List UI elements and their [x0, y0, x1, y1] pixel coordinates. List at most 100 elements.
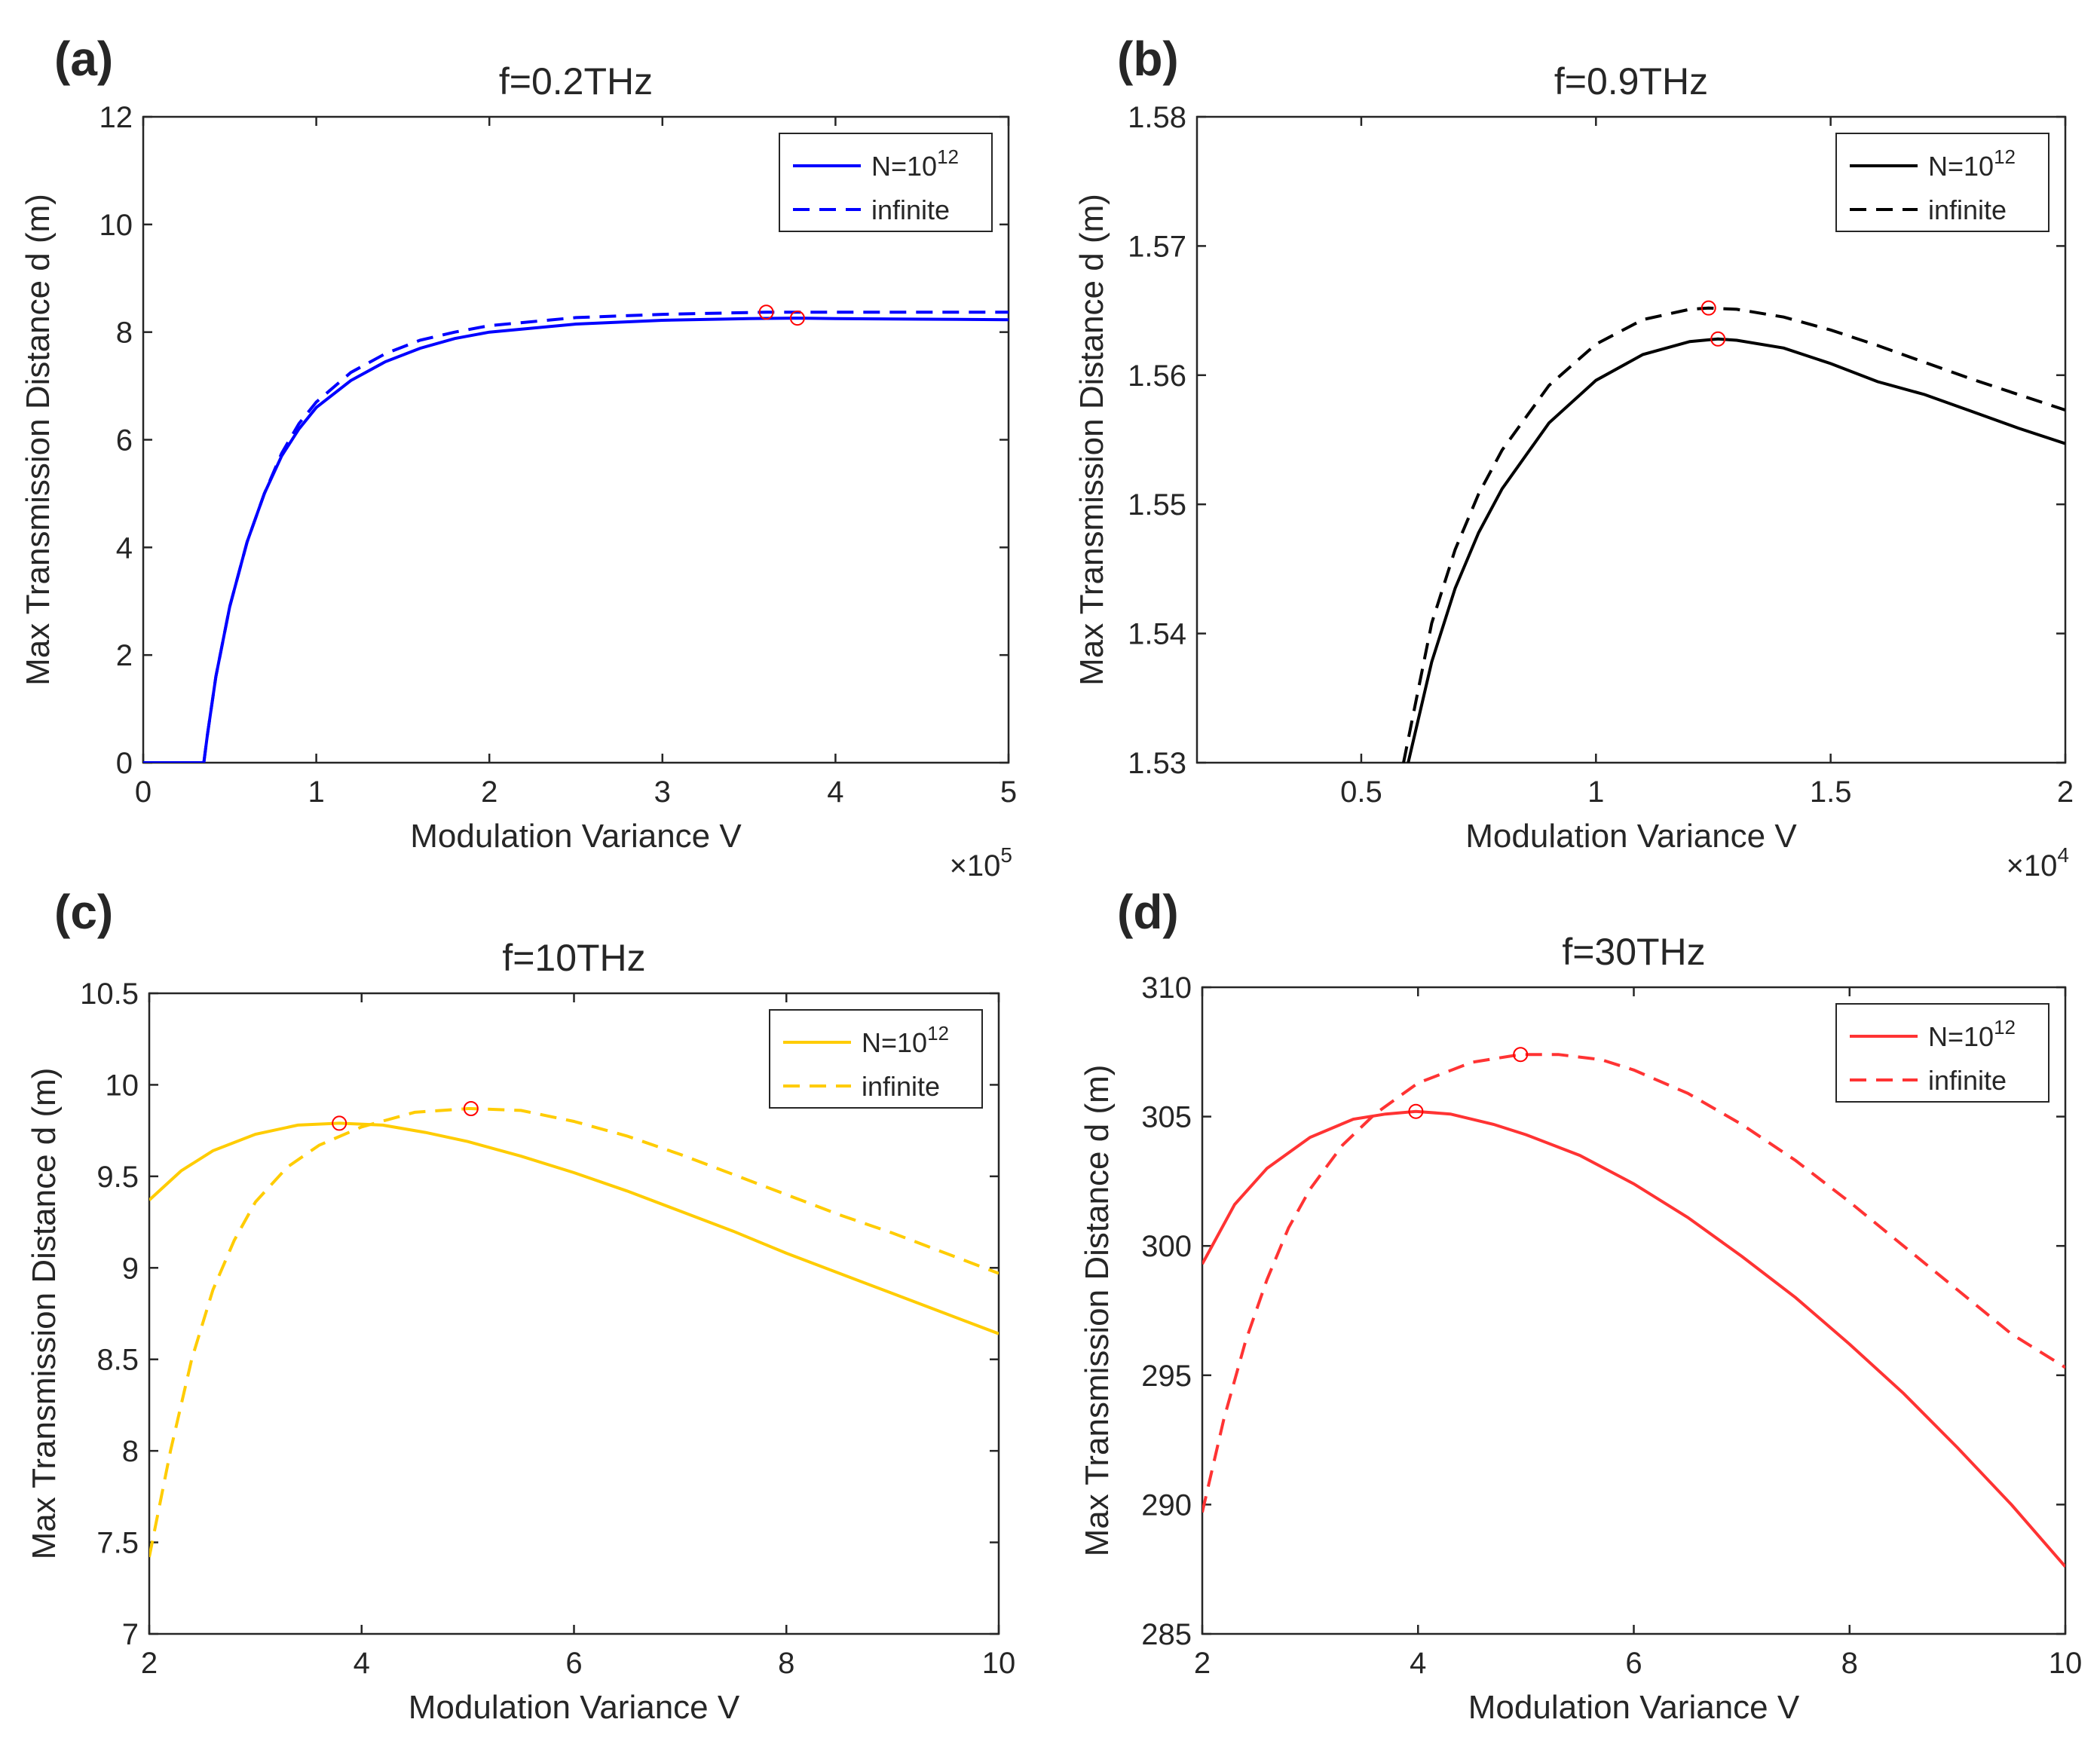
legend: N=1012 infinite	[769, 1009, 983, 1109]
chart-panel-c: (c) f=10THz 2 4 6 8 10 7 7.5 8 8.5 9 9.5 10 10.5 Modula…	[26, 885, 1015, 1726]
y-tick-label: 6	[116, 424, 133, 457]
y-tick-label: 1.54	[1128, 618, 1186, 651]
legend: N=1012 infinite	[1835, 133, 2049, 232]
y-tick-label: 9	[122, 1252, 139, 1285]
legend: N=1012 infinite	[779, 133, 993, 232]
x-tick-label: 2	[141, 1647, 158, 1680]
chart-panel-d: (d) f=30THz 2 4 6 8 10 285 290 295 300 305 310 Modula…	[1079, 885, 2082, 1726]
x-tick-label: 2	[1194, 1647, 1211, 1680]
x-axis-label: Modulation Variance V	[410, 818, 742, 855]
x-axis-label: Modulation Variance V	[409, 1689, 740, 1726]
y-tick-label: 4	[116, 531, 133, 564]
x-tick-label: 1	[308, 775, 324, 809]
legend-label: infinite	[1928, 194, 2007, 225]
y-axis-label: Max Transmission Distance d (m)	[26, 1068, 63, 1560]
y-axis-label: Max Transmission Distance d (m)	[1073, 194, 1110, 686]
series-line-infinite	[1202, 1053, 2065, 1513]
x-tick-label: 6	[1625, 1647, 1642, 1680]
y-tick-label: 300	[1141, 1230, 1192, 1263]
legend-box	[1835, 1003, 2049, 1103]
y-tick-label: 1.53	[1128, 747, 1186, 780]
legend-label: infinite	[862, 1071, 940, 1102]
x-exponent-label: ×105	[950, 843, 1012, 883]
legend-box	[769, 1009, 983, 1109]
panel-letter: (a)	[54, 32, 113, 86]
y-tick-label: 10	[106, 1069, 139, 1102]
series-line-infinite	[202, 311, 1009, 763]
optimum-marker	[1710, 331, 1726, 347]
x-tick-label: 4	[827, 775, 843, 809]
x-axis-label: Modulation Variance V	[1465, 818, 1797, 855]
y-tick-label: 1.56	[1128, 359, 1186, 393]
x-tick-label: 8	[778, 1647, 794, 1680]
y-tick-label: 8	[116, 317, 133, 350]
x-tick-label: 3	[654, 775, 671, 809]
y-tick-label: 310	[1141, 971, 1192, 1005]
optimum-marker	[463, 1101, 479, 1116]
chart-title: f=0.9THz	[1554, 60, 1708, 102]
y-tick-label: 8	[122, 1435, 139, 1468]
chart-panel-b: (b) f=0.9THz 0.5 1 1.5 2 1.53 1.54 1.55 1.56 1.57 1…	[1073, 32, 2074, 883]
y-tick-label: 7	[122, 1618, 139, 1651]
y-tick-label: 2	[116, 639, 133, 672]
x-tick-label: 0.5	[1340, 775, 1382, 809]
y-tick-label: 1.55	[1128, 488, 1186, 522]
y-axis-label: Max Transmission Distance d (m)	[20, 194, 57, 686]
x-tick-label: 1.5	[1810, 775, 1852, 809]
series-line-n-1e12	[149, 1121, 999, 1335]
y-tick-label: 1.58	[1128, 101, 1186, 134]
legend-box	[779, 133, 993, 232]
optimum-marker	[1513, 1047, 1529, 1063]
x-exponent-label: ×104	[2007, 843, 2069, 883]
legend-label: N=1012	[871, 145, 959, 182]
legend-label: infinite	[871, 194, 950, 225]
chart-title: f=10THz	[502, 937, 645, 979]
optimum-marker	[1701, 300, 1716, 316]
chart-title: f=0.2THz	[499, 60, 653, 102]
series-line-n-1e12	[1407, 337, 2065, 763]
x-tick-label: 2	[2057, 775, 2074, 809]
optimum-marker	[758, 304, 774, 320]
y-tick-label: 295	[1141, 1360, 1192, 1393]
panel-letter: (d)	[1117, 885, 1179, 939]
optimum-marker	[789, 311, 805, 326]
legend-label: N=1012	[862, 1022, 949, 1058]
legend-box	[1835, 133, 2049, 232]
series-line-infinite	[1402, 306, 2065, 763]
y-tick-label: 290	[1141, 1488, 1192, 1522]
y-tick-label: 9.5	[96, 1161, 139, 1194]
series-line-n-1e12	[1202, 1109, 2065, 1568]
x-tick-label: 2	[481, 775, 497, 809]
legend: N=1012 infinite	[1835, 1003, 2049, 1103]
y-tick-label: 8.5	[96, 1344, 139, 1377]
y-tick-label: 1.57	[1128, 230, 1186, 263]
x-tick-label: 0	[135, 775, 152, 809]
x-tick-label: 10	[982, 1647, 1016, 1680]
x-tick-label: 4	[354, 1647, 370, 1680]
y-tick-label: 10	[99, 209, 133, 242]
chart-title: f=30THz	[1562, 931, 1705, 973]
y-tick-label: 305	[1141, 1101, 1192, 1134]
x-tick-label: 1	[1587, 775, 1604, 809]
x-tick-label: 6	[565, 1647, 582, 1680]
panel-letter: (c)	[54, 885, 113, 939]
x-tick-label: 4	[1410, 1647, 1426, 1680]
series-line-infinite	[149, 1107, 999, 1558]
legend-label: N=1012	[1928, 145, 2016, 182]
y-tick-label: 285	[1141, 1618, 1192, 1651]
x-tick-label: 10	[2049, 1647, 2083, 1680]
legend-label: N=1012	[1928, 1016, 2016, 1052]
y-tick-label: 12	[99, 101, 133, 134]
plot-area-frame	[1195, 115, 2067, 764]
y-tick-label: 0	[116, 747, 133, 780]
series-line-n-1e12	[143, 317, 1009, 763]
x-axis-label: Modulation Variance V	[1468, 1689, 1800, 1726]
optimum-marker	[1408, 1103, 1424, 1119]
panel-letter: (b)	[1117, 32, 1179, 86]
legend-label: infinite	[1928, 1065, 2007, 1096]
x-tick-label: 8	[1841, 1647, 1858, 1680]
y-axis-label: Max Transmission Distance d (m)	[1079, 1065, 1116, 1557]
y-tick-label: 10.5	[80, 977, 139, 1011]
